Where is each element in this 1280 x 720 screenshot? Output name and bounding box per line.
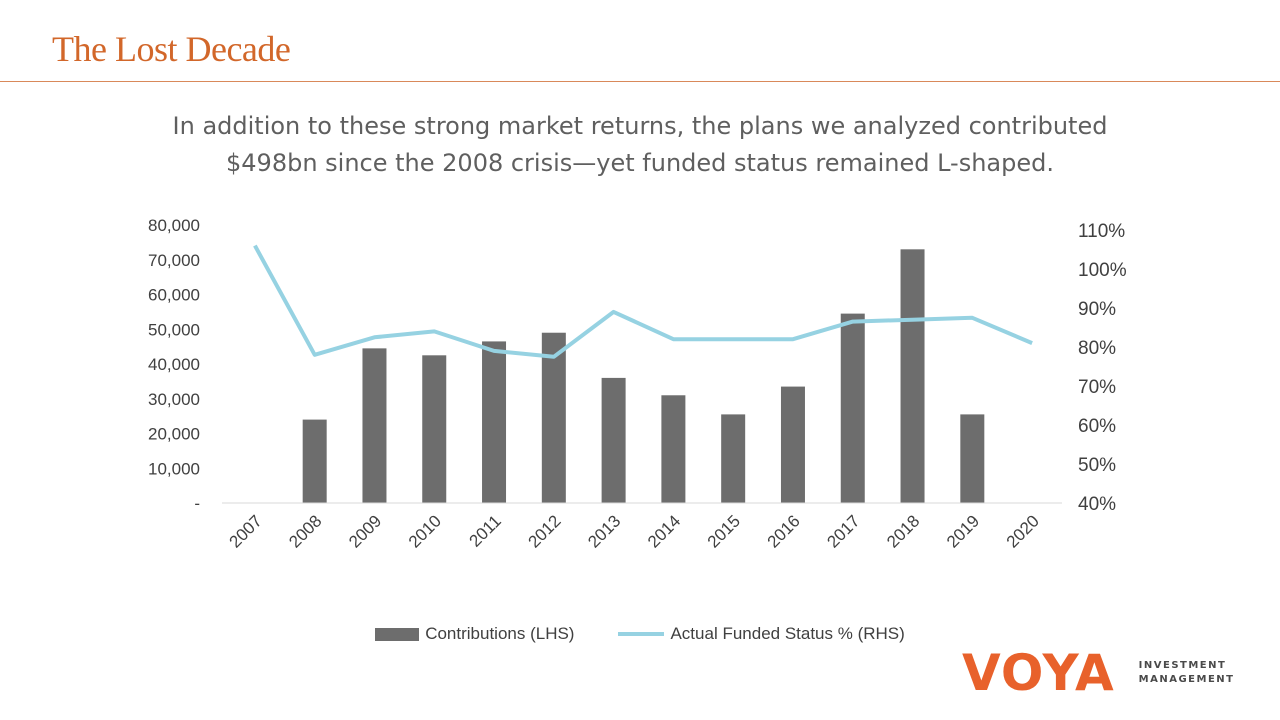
left-axis-tick-label: 60,000 (148, 286, 200, 305)
right-axis-tick-label: 80% (1078, 338, 1116, 359)
right-axis-tick-label: 110% (1078, 221, 1125, 242)
left-axis-ticks: - 10,000 20,000 30,000 40,000 50,000 60,000 70,… (148, 216, 200, 513)
voya-logo: VOYA INVESTMENT MANAGEMENT (962, 644, 1234, 702)
logo-subtext: INVESTMENT MANAGEMENT (1139, 659, 1235, 687)
x-axis-tick-label: 2010 (405, 511, 445, 551)
right-axis-tick-label: 50% (1078, 455, 1116, 476)
contribution-bar (840, 313, 865, 503)
slide-subtitle: In addition to these strong market retur… (0, 108, 1280, 182)
left-axis-tick-label: 30,000 (148, 390, 200, 409)
bar-series (302, 249, 985, 503)
contribution-bar (541, 332, 566, 503)
right-axis-tick-label: 90% (1078, 299, 1116, 320)
contribution-bar (721, 414, 746, 503)
logo-mark: VOYA (962, 644, 1115, 702)
contribution-bar (960, 414, 985, 503)
x-axis-tick-label: 2018 (883, 511, 923, 551)
right-axis-tick-label: 70% (1078, 377, 1116, 398)
x-axis-tick-label: 2009 (345, 511, 385, 551)
contribution-bar (302, 419, 327, 503)
x-axis-tick-label: 2013 (584, 511, 624, 551)
contribution-bar (780, 386, 805, 503)
slide-title: The Lost Decade (52, 29, 291, 69)
legend-swatch-line (618, 632, 665, 636)
left-axis-tick-label: 40,000 (148, 355, 200, 374)
contribution-bar (661, 395, 686, 503)
logo-line-1: INVESTMENT (1138, 660, 1227, 671)
x-axis-tick-label: 2019 (943, 511, 983, 551)
x-axis-tick-label: 2016 (764, 511, 804, 551)
contribution-bar (422, 355, 447, 503)
x-axis-tick-label: 2017 (823, 511, 863, 551)
x-axis-tick-label: 2014 (644, 511, 684, 551)
left-axis-tick-label: 70,000 (148, 251, 200, 270)
legend-swatch-bar (375, 627, 420, 641)
subtitle-line-1: In addition to these strong market retur… (172, 112, 1108, 140)
contribution-bar (900, 249, 925, 503)
contribution-bar (362, 348, 387, 503)
left-axis-tick-label: - (194, 494, 200, 513)
right-axis-tick-label: 60% (1078, 416, 1116, 437)
contribution-bar (601, 377, 626, 503)
legend-label-contributions: Contributions (LHS) (425, 624, 575, 643)
right-axis-tick-label: 40% (1078, 494, 1116, 515)
title-divider (0, 81, 1280, 82)
x-axis-tick-label: 2012 (524, 511, 564, 551)
x-axis-tick-label: 2008 (285, 511, 325, 551)
chart: - 10,000 20,000 30,000 40,000 50,000 60,000 70,… (148, 216, 1127, 552)
chart-legend: Contributions (LHS) Actual Funded Status… (0, 624, 1280, 644)
subtitle-line-2: $498bn since the 2008 crisis—yet funded … (226, 149, 1054, 177)
legend-item-funded-status: Actual Funded Status % (RHS) (618, 624, 905, 644)
legend-item-contributions: Contributions (LHS) (375, 624, 574, 644)
x-axis-tick-label: 2015 (704, 511, 744, 551)
x-axis-tick-label: 2020 (1003, 511, 1043, 551)
logo-line-2: MANAGEMENT (1138, 674, 1235, 685)
left-axis-tick-label: 80,000 (148, 216, 200, 235)
contribution-bar (482, 341, 507, 503)
left-axis-tick-label: 10,000 (148, 459, 200, 478)
left-axis-tick-label: 50,000 (148, 320, 200, 339)
left-axis-tick-label: 20,000 (148, 425, 200, 444)
funded-status-line (253, 244, 1033, 359)
right-axis-tick-label: 100% (1078, 260, 1127, 281)
right-axis-ticks: 40% 50% 60% 70% 80% 90% 100% 110% (1078, 221, 1127, 515)
x-axis-tick-label: 2007 (226, 511, 266, 551)
legend-label-funded-status: Actual Funded Status % (RHS) (670, 624, 905, 643)
x-axis-ticks: 2007 2008 2009 2010 2011 2012 2013 2014 2015 2016… (226, 511, 1043, 551)
x-axis-tick-label: 2011 (466, 511, 505, 550)
